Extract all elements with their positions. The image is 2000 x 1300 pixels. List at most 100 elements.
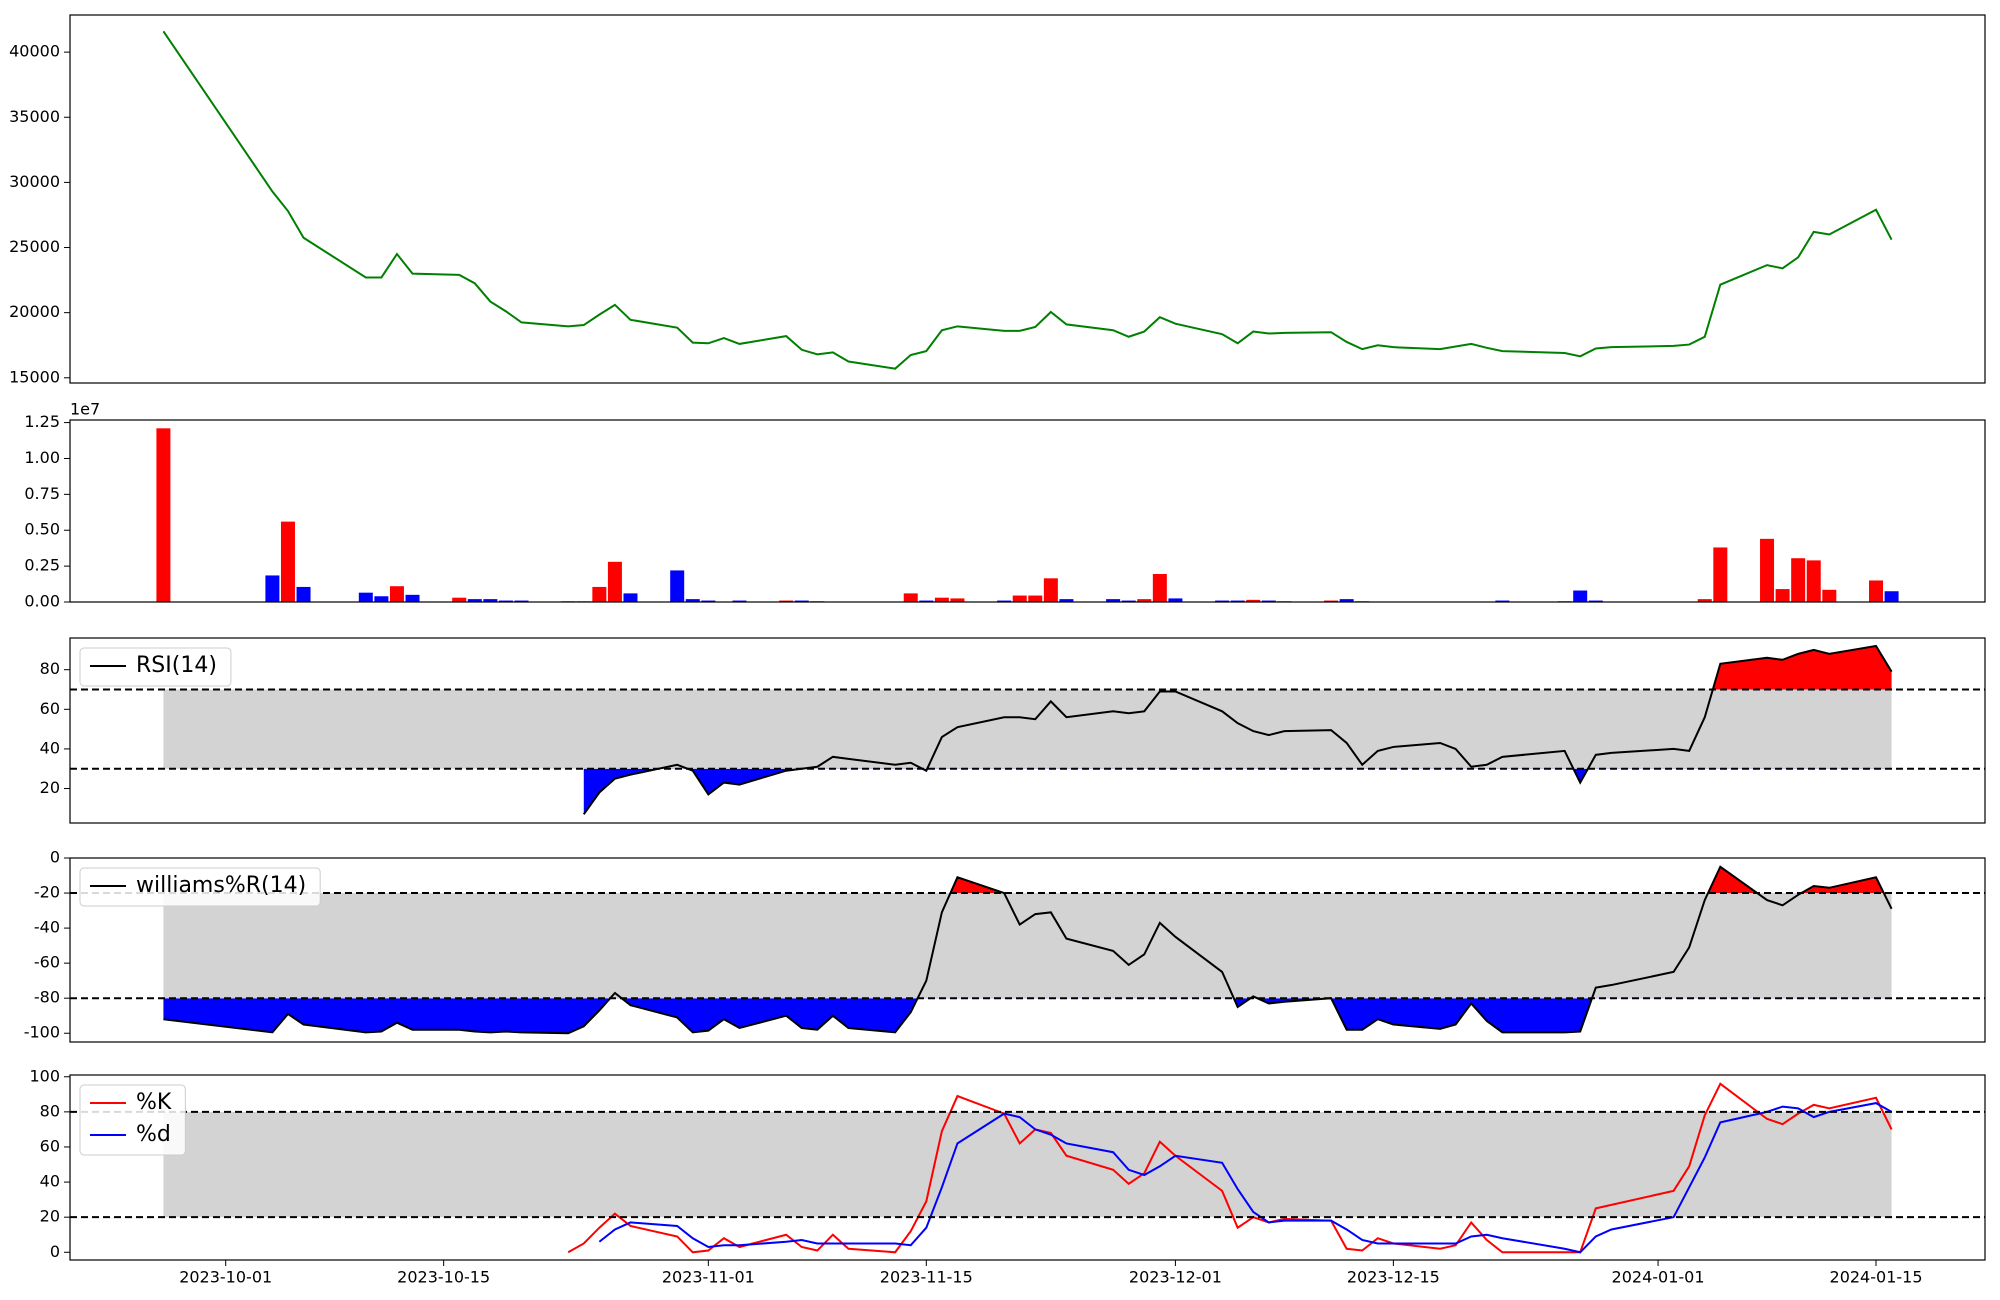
volume-bar <box>483 599 498 602</box>
y-tick-label: -100 <box>24 1023 60 1042</box>
volume-bar <box>1573 590 1588 602</box>
volume-bar <box>685 599 700 602</box>
volume-bar <box>1884 591 1899 602</box>
plot-frame <box>69 1074 1986 1261</box>
y-tick-label: 0.50 <box>24 520 60 539</box>
legend: %K %d <box>79 1084 186 1156</box>
y-tick-label: 0.75 <box>24 484 60 503</box>
volume-bar <box>1495 600 1510 602</box>
y-tick-label: 30000 <box>9 172 60 191</box>
volume-bar <box>779 600 794 602</box>
volume-bar <box>265 575 280 602</box>
plot-frame <box>69 14 1986 384</box>
y-tick-label: 20 <box>40 1207 60 1226</box>
y-tick-label: -20 <box>34 883 60 902</box>
y-tick-label: 20000 <box>9 302 60 321</box>
volume-bar <box>1869 580 1884 602</box>
volume-bar <box>1775 589 1790 602</box>
volume-bar <box>1324 600 1339 602</box>
y-tick-label: 60 <box>40 699 60 718</box>
volume-bar <box>1106 599 1121 602</box>
y-tick-label: 20 <box>40 778 60 797</box>
volume-bar <box>1230 600 1245 602</box>
volume-bar <box>452 597 467 602</box>
volume-bar <box>1043 578 1058 602</box>
volume-bar <box>934 597 949 602</box>
axis-offset-label: 1e7 <box>70 400 100 419</box>
y-tick-label: 0 <box>50 848 60 867</box>
volume-bar <box>1246 599 1261 602</box>
volume-bar <box>1215 600 1230 602</box>
y-tick-label: -40 <box>34 918 60 937</box>
y-tick-label: 0 <box>50 1242 60 1261</box>
y-tick-label: 100 <box>29 1066 60 1085</box>
volume-bar <box>1806 560 1821 602</box>
volume-bar <box>623 593 638 602</box>
legend-label: RSI(14) <box>136 653 217 678</box>
plot-frame <box>69 637 1986 824</box>
legend-label: %d <box>136 1122 171 1147</box>
volume-bar <box>1137 599 1152 602</box>
volume-bar <box>498 600 513 602</box>
volume-bar <box>732 600 747 602</box>
y-tick-label: -80 <box>34 988 60 1007</box>
volume-bar <box>1168 598 1183 602</box>
volume-bar <box>296 586 311 602</box>
y-tick-label: 0.00 <box>24 592 60 611</box>
volume-bar <box>919 600 934 602</box>
oversold-fill <box>163 998 1593 1034</box>
volume-bar <box>1791 558 1806 602</box>
volume-bar <box>1697 599 1712 602</box>
threshold-band <box>163 689 1892 769</box>
volume-bar <box>1261 600 1276 602</box>
y-tick-label: 80 <box>40 659 60 678</box>
legend-label: %K <box>136 1090 172 1115</box>
volume-bar <box>389 586 404 602</box>
volume-bar <box>1028 595 1043 602</box>
volume-bar <box>280 521 295 602</box>
volume-bar <box>467 599 482 602</box>
y-tick-label: 40 <box>40 738 60 757</box>
series-line <box>598 1102 1893 1254</box>
y-tick-label: 35000 <box>9 107 60 126</box>
volume-bar <box>1588 600 1603 602</box>
volume-bar <box>1059 599 1074 602</box>
volume-bar <box>405 594 420 602</box>
x-tick-label: 2023-10-01 <box>179 1268 272 1287</box>
y-tick-label: 40000 <box>9 42 60 61</box>
series-line <box>162 30 1893 370</box>
series-line <box>163 865 1893 1035</box>
volume-bar <box>794 600 809 602</box>
plot-frame <box>69 419 1986 603</box>
y-tick-label: 1.00 <box>24 448 60 467</box>
legend: williams%R(14) <box>79 867 321 907</box>
x-tick-label: 2023-12-15 <box>1347 1268 1440 1287</box>
legend-box <box>79 867 321 907</box>
x-tick-label: 2023-10-15 <box>397 1268 490 1287</box>
volume-bar <box>1760 538 1775 602</box>
legend-label: williams%R(14) <box>136 873 306 898</box>
volume-bar <box>358 592 373 602</box>
y-tick-label: 60 <box>40 1136 60 1155</box>
plot-frame <box>69 857 1986 1043</box>
y-tick-label: 25000 <box>9 237 60 256</box>
y-tick-label: 80 <box>40 1101 60 1120</box>
volume-bar <box>607 561 622 602</box>
volume-bar <box>1012 595 1027 602</box>
volume-bar <box>592 586 607 602</box>
volume-bar <box>156 428 171 602</box>
volume-bar <box>997 600 1012 602</box>
threshold-band <box>163 1111 1892 1218</box>
volume-bar <box>1152 574 1167 602</box>
x-tick-label: 2023-11-01 <box>662 1268 755 1287</box>
y-tick-label: 0.25 <box>24 556 60 575</box>
y-tick-label: -60 <box>34 953 60 972</box>
overbought-fill <box>1712 645 1892 690</box>
x-tick-label: 2024-01-01 <box>1612 1268 1705 1287</box>
x-tick-label: 2023-11-15 <box>880 1268 973 1287</box>
volume-bar <box>701 600 716 602</box>
volume-bar <box>1121 600 1136 602</box>
x-tick-label: 2024-01-15 <box>1830 1268 1923 1287</box>
